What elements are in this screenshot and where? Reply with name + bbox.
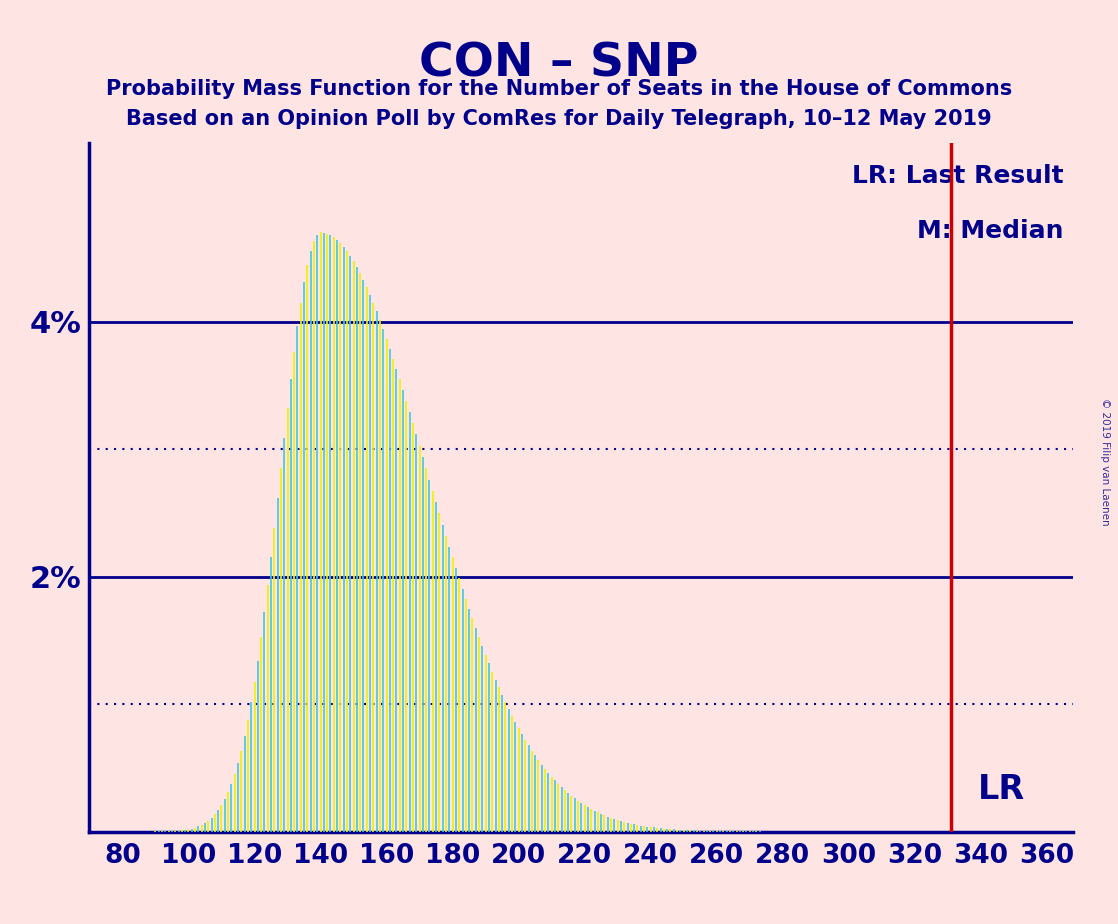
Text: M: Median: M: Median (917, 219, 1063, 243)
Text: © 2019 Filip van Laenen: © 2019 Filip van Laenen (1100, 398, 1109, 526)
Text: LR: Last Result: LR: Last Result (852, 164, 1063, 188)
Text: Based on an Opinion Poll by ComRes for Daily Telegraph, 10–12 May 2019: Based on an Opinion Poll by ComRes for D… (126, 109, 992, 129)
Text: LR: LR (977, 773, 1025, 806)
Text: Probability Mass Function for the Number of Seats in the House of Commons: Probability Mass Function for the Number… (106, 79, 1012, 99)
Text: CON – SNP: CON – SNP (419, 42, 699, 87)
